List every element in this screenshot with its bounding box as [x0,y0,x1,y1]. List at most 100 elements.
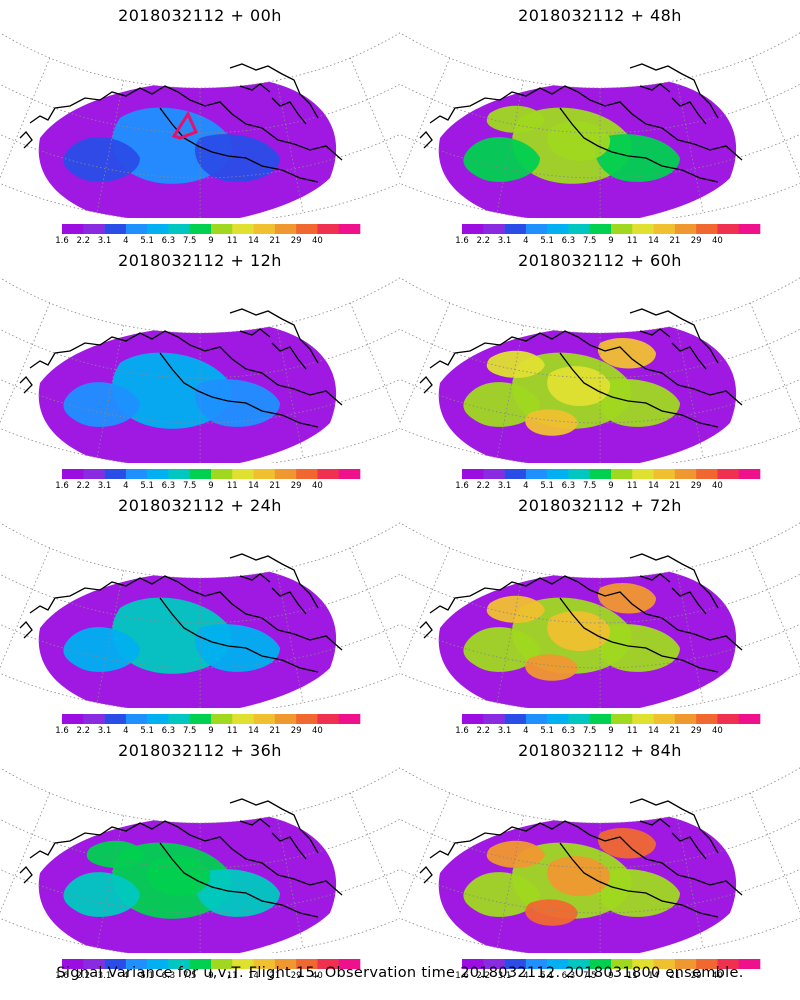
colorbar-swatch [62,959,84,969]
colorbar-swatch [738,469,761,479]
colorbar-tick-label: 14 [248,971,259,981]
longitude-gridline [676,815,704,948]
colorbar-swatch [653,469,676,479]
colorbar-tick-label: 4 [523,236,529,246]
colorbar-tick-label: 4 [123,971,129,981]
colorbar-swatch [611,469,633,479]
coastline [29,820,343,896]
colorbar-swatch [317,469,340,479]
colorbar-tick-label: 29 [690,726,702,736]
colorbar-swatch [125,714,148,724]
colorbar-swatch [525,714,548,724]
colorbar-swatch [568,714,591,724]
colorbar-swatch [653,224,676,234]
colorbar-tick-label: 9 [608,726,614,736]
colorbar-swatch [696,959,718,969]
colorbar-tick-label: 3.1 [497,971,512,981]
colorbar-tick-label: 14 [648,481,659,491]
colorbar-swatch [274,224,297,234]
colorbar-tick-label: 14 [648,726,659,736]
coastline [639,573,671,583]
coastline [429,330,743,406]
colorbar-tick-label: 3.1 [97,971,112,981]
colorbar-swatch [125,959,148,969]
colorbar-swatch [296,959,318,969]
colorbar-tick-label: 5.1 [140,726,154,736]
longitude-gridline [496,570,524,703]
flight-track [171,110,199,140]
colorbar-tick-label: 1.6 [55,971,69,981]
longitude-gridline [0,792,51,914]
colorbar-tick-label: 7.5 [182,481,197,491]
colorbar-tick-label: 2.2 [476,726,491,736]
variance-contour [63,137,140,182]
colorbar-swatch [274,959,297,969]
latitude-gridline [400,868,800,914]
colorbar-swatch [717,224,740,234]
colorbar-tick-label: 7.5 [182,236,197,246]
colorbar-tick-label: 5.1 [140,971,154,981]
variance-contour [525,654,578,681]
colorbar-swatch [738,224,761,234]
colorbar-tick-label: 29 [690,971,702,981]
colorbar-swatch [296,714,318,724]
longitude-gridline [349,57,400,178]
coastline [419,621,433,639]
coastline [29,575,343,651]
coastline [671,97,707,125]
variance-contour [195,379,280,427]
longitude-gridline [749,57,800,178]
colorbar-swatch [147,714,169,724]
coastline [271,832,307,860]
colorbar-swatch [296,224,318,234]
variance-contour [486,350,545,378]
map-panel: 2018032112 + 60h 1.6 2.2 3.1 4 5.1 6.3 7.5 9 11 14… [400,245,800,491]
panel-title: 2018032112 + 48h [518,6,682,25]
coastline [19,376,33,394]
longitude-gridline [349,302,400,423]
colorbar-swatch [547,959,569,969]
colorbar-swatch [253,714,276,724]
colorbar-swatch [317,959,340,969]
variance-contour [86,840,145,868]
variance-contour [195,869,280,917]
polar-map [0,277,400,463]
colorbar-swatch [462,469,484,479]
polar-map [400,32,800,218]
polar-map [400,277,800,463]
longitude-gridline [0,57,51,179]
coastline [629,798,719,854]
colorbar-tick-label: 3.1 [97,481,112,491]
coastline [239,328,271,338]
colorbar-swatch [525,224,548,234]
coastline [271,587,307,615]
colorbar-swatch [296,469,318,479]
colorbar-tick-label: 1.6 [455,481,469,491]
latitude-gridline [0,623,400,669]
colorbar-swatch [168,469,191,479]
colorbar-swatch [462,714,484,724]
colorbar-swatch [504,224,527,234]
longitude-gridline [400,302,451,424]
colorbar-swatch [674,224,697,234]
coastline [559,597,719,673]
map-panel: 2018032112 + 24h 1.6 2.2 3.1 4 5.1 6.3 7.5 9 11 14… [0,490,400,736]
coastline [639,328,671,338]
variance-contour [595,624,680,672]
colorbar-tick-label: 11 [626,481,638,491]
colorbar-tick-label: 40 [712,236,723,246]
colorbar-tick-label: 7.5 [582,236,597,246]
colorbar-tick-label: 9 [208,726,214,736]
map-panel: 2018032112 + 12h 1.6 2.2 3.1 4 5.1 6.3 7.5 9 11 14… [0,245,400,491]
coastline [429,820,743,896]
polar-map [0,32,400,218]
colorbar-tick-label: 40 [312,726,323,736]
colorbar-swatch [104,959,127,969]
latitude-gridline [0,868,400,914]
coastline [239,573,271,583]
latitude-gridline [0,378,400,424]
colorbar-tick-label: 11 [626,726,638,736]
panel-title: 2018032112 + 12h [118,251,282,270]
variance-contour [595,134,680,182]
colorbar-swatch [83,959,105,969]
